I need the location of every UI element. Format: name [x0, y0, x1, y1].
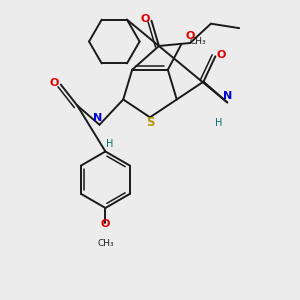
Text: H: H	[215, 118, 222, 128]
Text: O: O	[217, 50, 226, 60]
Text: H: H	[106, 139, 114, 149]
Text: N: N	[93, 113, 103, 123]
Text: O: O	[101, 219, 110, 229]
Text: O: O	[50, 78, 59, 88]
Text: CH₃: CH₃	[97, 239, 114, 248]
Text: O: O	[140, 14, 150, 24]
Text: S: S	[146, 116, 154, 129]
Text: O: O	[185, 32, 195, 41]
Text: N: N	[223, 91, 232, 101]
Text: CH₃: CH₃	[190, 37, 206, 46]
